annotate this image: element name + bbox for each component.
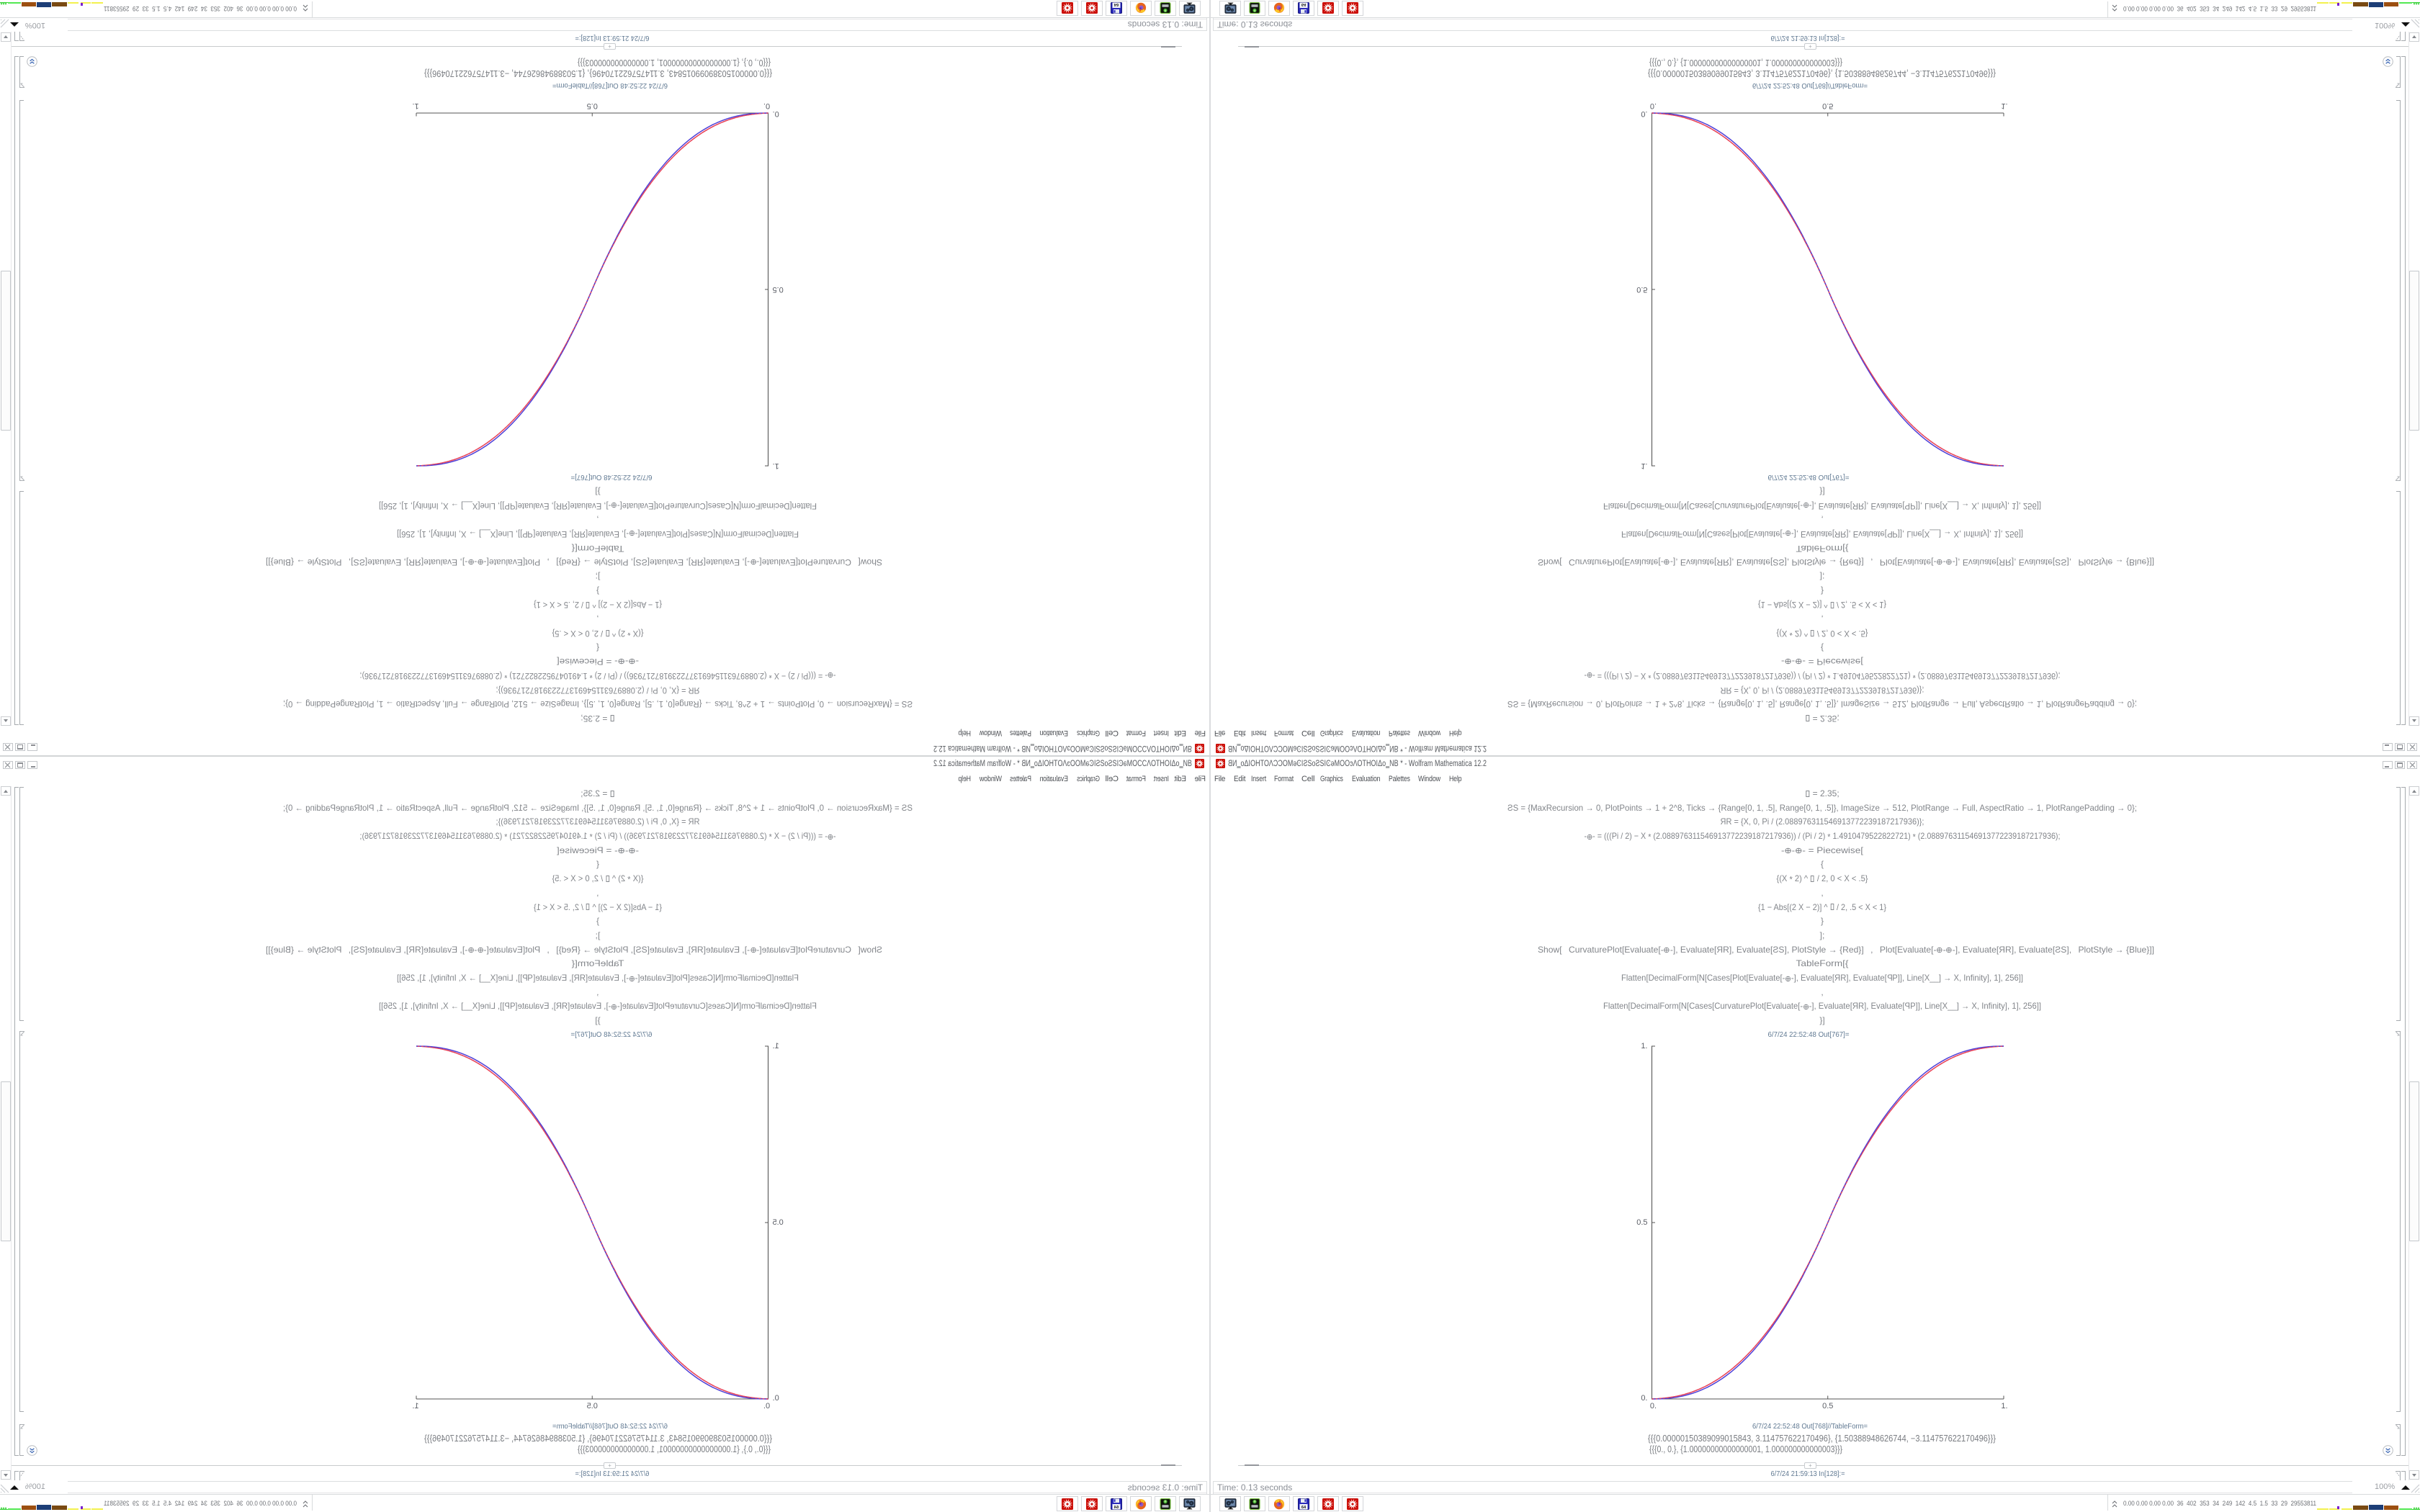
svg-text:1.: 1.	[1641, 1042, 1647, 1050]
svg-text:64: 64	[1113, 3, 1119, 7]
svg-text:1.: 1.	[2001, 1402, 2007, 1410]
svg-text:0.: 0.	[1650, 1402, 1657, 1410]
svg-text:0.5: 0.5	[773, 1218, 784, 1227]
svg-text:1.: 1.	[412, 1402, 418, 1410]
svg-text:1.: 1.	[2001, 102, 2007, 110]
svg-text:0.: 0.	[773, 109, 779, 118]
svg-text:0.: 0.	[773, 1394, 779, 1403]
svg-text:1.: 1.	[1641, 462, 1647, 470]
svg-text:0.: 0.	[763, 1402, 770, 1410]
svg-text:0.5: 0.5	[1636, 1218, 1647, 1227]
svg-text:1.: 1.	[773, 462, 779, 470]
svg-text:1.: 1.	[412, 102, 418, 110]
svg-text:1.: 1.	[773, 1042, 779, 1050]
svg-text:64: 64	[1301, 3, 1307, 7]
svg-text:0.: 0.	[763, 102, 770, 110]
svg-text:0.5: 0.5	[1822, 1402, 1833, 1410]
svg-text:64: 64	[1301, 1506, 1307, 1510]
svg-text:0.5: 0.5	[1636, 285, 1647, 294]
svg-text:0.5: 0.5	[587, 1402, 598, 1410]
svg-text:0.: 0.	[1650, 102, 1657, 110]
svg-text:64: 64	[1113, 1506, 1119, 1510]
svg-text:0.: 0.	[1641, 1394, 1647, 1403]
svg-text:0.5: 0.5	[1822, 102, 1833, 110]
svg-text:0.: 0.	[1641, 109, 1647, 118]
svg-text:0.5: 0.5	[587, 102, 598, 110]
svg-text:0.5: 0.5	[773, 285, 784, 294]
